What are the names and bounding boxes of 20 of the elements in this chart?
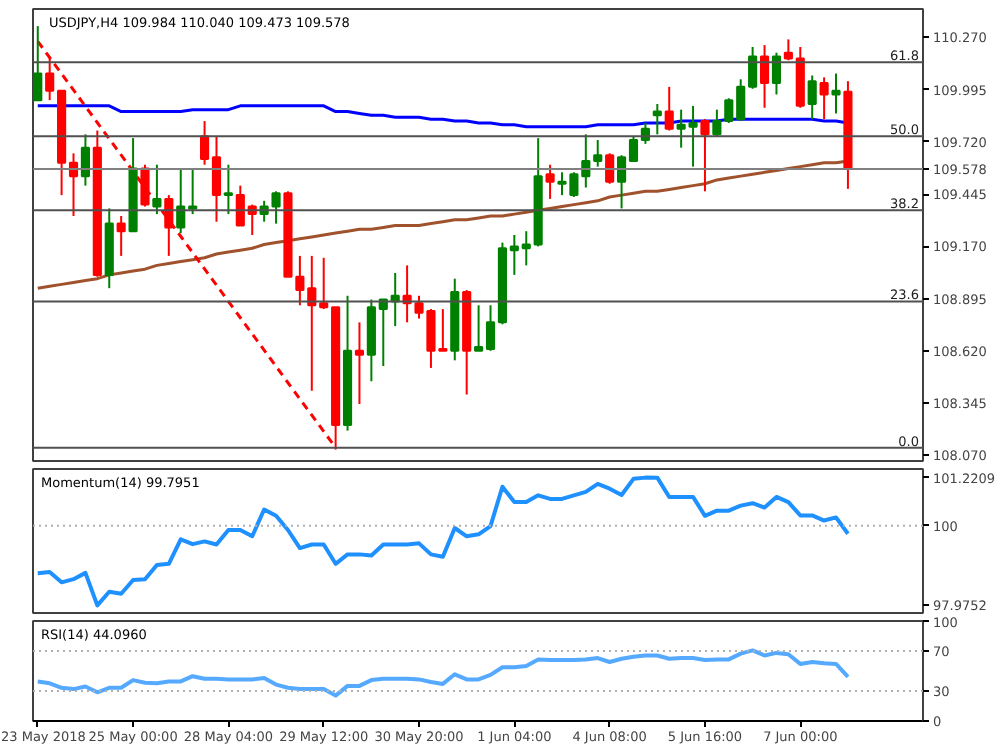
line-series	[35, 648, 850, 698]
candlestick	[831, 72, 841, 115]
candlestick	[819, 76, 829, 121]
candlestick	[80, 133, 90, 187]
candlestick	[759, 44, 770, 109]
candlestick	[700, 118, 710, 193]
candlestick	[116, 215, 126, 257]
line-series	[35, 475, 850, 608]
candlestick	[807, 74, 817, 121]
candlestick	[652, 102, 662, 136]
candlestick	[164, 194, 174, 257]
candlestick	[771, 51, 782, 96]
candlestick	[223, 163, 233, 216]
candlestick	[354, 321, 365, 406]
candlestick	[664, 85, 674, 132]
candlestick	[545, 163, 555, 200]
candlestick	[140, 163, 150, 208]
candlestick	[33, 25, 43, 102]
candlestick	[152, 163, 162, 216]
candlestick	[605, 152, 615, 185]
